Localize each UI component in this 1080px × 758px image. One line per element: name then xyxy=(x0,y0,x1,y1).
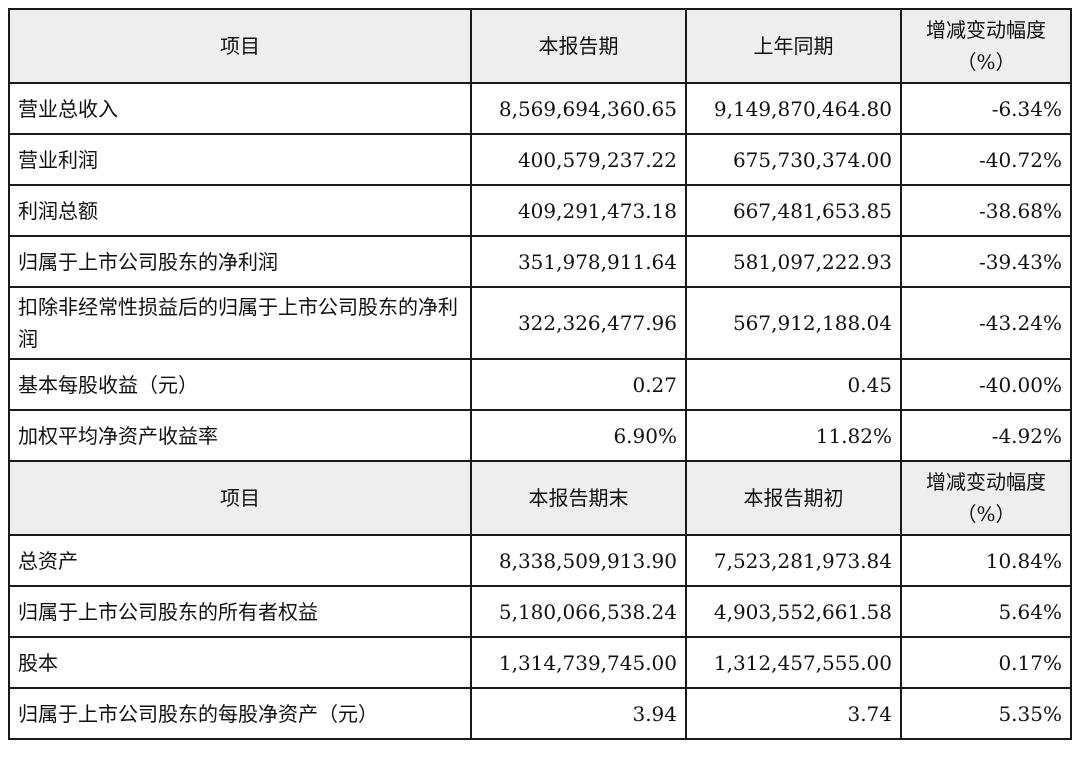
previous-value: 3.74 xyxy=(685,687,902,740)
previous-value: 4,903,552,661.58 xyxy=(685,585,902,638)
change-value: -40.72% xyxy=(900,133,1072,186)
change-value: 5.35% xyxy=(900,687,1072,740)
header-change: 增减变动幅度 （%） xyxy=(900,8,1072,84)
table-header-row: 项目 本报告期末 本报告期初 增减变动幅度 （%） xyxy=(8,460,1072,536)
previous-value: 0.45 xyxy=(685,358,902,411)
header-item: 项目 xyxy=(8,460,472,536)
table-row: 营业总收入 8,569,694,360.65 9,149,870,464.80 … xyxy=(8,82,1072,135)
header-change: 增减变动幅度 （%） xyxy=(900,460,1072,536)
current-value: 409,291,473.18 xyxy=(470,184,687,237)
row-label: 基本每股收益（元） xyxy=(8,358,472,411)
row-label: 利润总额 xyxy=(8,184,472,237)
change-value: -39.43% xyxy=(900,235,1072,288)
current-value: 351,978,911.64 xyxy=(470,235,687,288)
header-change-label: 增减变动幅度 xyxy=(926,18,1046,42)
change-value: -4.92% xyxy=(900,409,1072,462)
header-change-unit: （%） xyxy=(956,502,1016,526)
table-row: 利润总额 409,291,473.18 667,481,653.85 -38.6… xyxy=(8,184,1072,237)
table-row: 扣除非经常性损益后的归属于上市公司股东的净利润 322,326,477.96 5… xyxy=(8,286,1072,360)
change-value: -40.00% xyxy=(900,358,1072,411)
header-item: 项目 xyxy=(8,8,472,84)
previous-value: 667,481,653.85 xyxy=(685,184,902,237)
table-row: 总资产 8,338,509,913.90 7,523,281,973.84 10… xyxy=(8,534,1072,587)
financial-summary-table: 项目 本报告期 上年同期 增减变动幅度 （%） 营业总收入 8,569,694,… xyxy=(8,8,1072,740)
header-current-period: 本报告期 xyxy=(470,8,687,84)
row-label: 归属于上市公司股东的每股净资产（元） xyxy=(8,687,472,740)
table-row: 营业利润 400,579,237.22 675,730,374.00 -40.7… xyxy=(8,133,1072,186)
change-value: 10.84% xyxy=(900,534,1072,587)
row-label: 总资产 xyxy=(8,534,472,587)
header-period-end: 本报告期末 xyxy=(470,460,687,536)
previous-value: 567,912,188.04 xyxy=(685,286,902,360)
change-value: -43.24% xyxy=(900,286,1072,360)
row-label: 扣除非经常性损益后的归属于上市公司股东的净利润 xyxy=(8,286,472,360)
current-value: 322,326,477.96 xyxy=(470,286,687,360)
header-period-start: 本报告期初 xyxy=(685,460,902,536)
row-label: 营业利润 xyxy=(8,133,472,186)
table-row: 归属于上市公司股东的每股净资产（元） 3.94 3.74 5.35% xyxy=(8,687,1072,740)
previous-value: 11.82% xyxy=(685,409,902,462)
current-value: 400,579,237.22 xyxy=(470,133,687,186)
table-header-row: 项目 本报告期 上年同期 增减变动幅度 （%） xyxy=(8,8,1072,84)
header-change-unit: （%） xyxy=(956,50,1016,74)
row-label: 营业总收入 xyxy=(8,82,472,135)
table-row: 归属于上市公司股东的净利润 351,978,911.64 581,097,222… xyxy=(8,235,1072,288)
current-value: 6.90% xyxy=(470,409,687,462)
change-value: 0.17% xyxy=(900,636,1072,689)
previous-value: 581,097,222.93 xyxy=(685,235,902,288)
row-label: 加权平均净资产收益率 xyxy=(8,409,472,462)
change-value: -6.34% xyxy=(900,82,1072,135)
current-value: 0.27 xyxy=(470,358,687,411)
current-value: 3.94 xyxy=(470,687,687,740)
change-value: 5.64% xyxy=(900,585,1072,638)
table-row: 股本 1,314,739,745.00 1,312,457,555.00 0.1… xyxy=(8,636,1072,689)
previous-value: 1,312,457,555.00 xyxy=(685,636,902,689)
header-change-label: 增减变动幅度 xyxy=(926,470,1046,494)
table-row: 归属于上市公司股东的所有者权益 5,180,066,538.24 4,903,5… xyxy=(8,585,1072,638)
header-previous-period: 上年同期 xyxy=(685,8,902,84)
current-value: 8,569,694,360.65 xyxy=(470,82,687,135)
previous-value: 9,149,870,464.80 xyxy=(685,82,902,135)
current-value: 1,314,739,745.00 xyxy=(470,636,687,689)
current-value: 5,180,066,538.24 xyxy=(470,585,687,638)
row-label: 归属于上市公司股东的所有者权益 xyxy=(8,585,472,638)
current-value: 8,338,509,913.90 xyxy=(470,534,687,587)
row-label: 股本 xyxy=(8,636,472,689)
previous-value: 675,730,374.00 xyxy=(685,133,902,186)
row-label: 归属于上市公司股东的净利润 xyxy=(8,235,472,288)
table-row: 加权平均净资产收益率 6.90% 11.82% -4.92% xyxy=(8,409,1072,462)
table-row: 基本每股收益（元） 0.27 0.45 -40.00% xyxy=(8,358,1072,411)
change-value: -38.68% xyxy=(900,184,1072,237)
previous-value: 7,523,281,973.84 xyxy=(685,534,902,587)
